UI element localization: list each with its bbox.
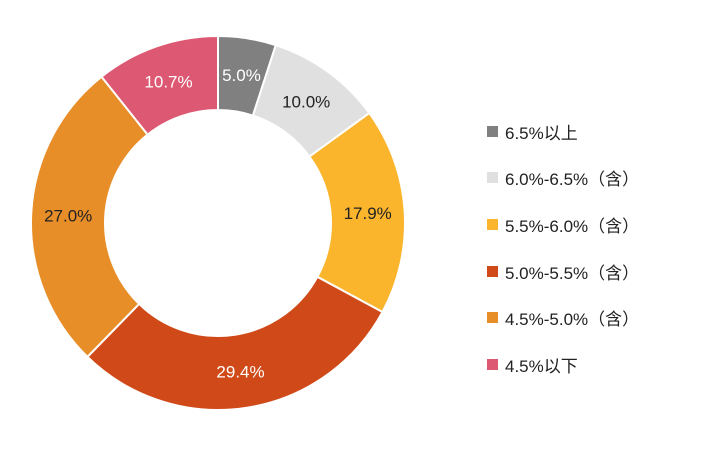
slice-3 bbox=[86, 275, 384, 411]
legend-item-0: 6.5%以上 bbox=[487, 108, 702, 155]
legend-item-5: 4.5%以下 bbox=[487, 341, 702, 388]
legend-label-0: 6.5%以上 bbox=[505, 123, 578, 143]
legend-item-3: 5.0%-5.5%（含） bbox=[487, 248, 702, 295]
slice-label-3: 29.4% bbox=[216, 362, 264, 381]
legend-label-4: 4.5%-5.0%（含） bbox=[505, 310, 640, 330]
slice-label-4: 27.0% bbox=[44, 206, 92, 225]
legend-swatch-2 bbox=[487, 218, 498, 230]
legend-label-5: 4.5%以下 bbox=[505, 356, 578, 376]
legend-item-4: 4.5%-5.0%（含） bbox=[487, 294, 702, 341]
slice-label-0: 5.0% bbox=[222, 66, 261, 85]
slice-5 bbox=[100, 34, 219, 136]
legend-swatch-1 bbox=[487, 172, 498, 184]
legend-label-1: 6.0%-6.5%（含） bbox=[505, 170, 640, 190]
legend-label-3: 5.0%-5.5%（含） bbox=[505, 263, 640, 283]
chart-legend: 6.5%以上 6.0%-6.5%（含） 5.5%-6.0%（含） 5.0%-5.5%（… bbox=[487, 108, 702, 388]
legend-swatch-4 bbox=[487, 312, 498, 324]
slice-label-5: 10.7% bbox=[144, 72, 192, 91]
legend-swatch-5 bbox=[487, 358, 498, 370]
slice-label-1: 10.0% bbox=[282, 93, 330, 112]
legend-item-1: 6.0%-6.5%（含） bbox=[487, 155, 702, 202]
legend-swatch-3 bbox=[487, 265, 498, 277]
legend-label-2: 5.5%-6.0%（含） bbox=[505, 216, 640, 236]
legend-swatch-0 bbox=[487, 125, 498, 137]
slice-4 bbox=[30, 75, 150, 359]
legend-item-2: 5.5%-6.0%（含） bbox=[487, 201, 702, 248]
slice-label-2: 17.9% bbox=[344, 204, 392, 223]
